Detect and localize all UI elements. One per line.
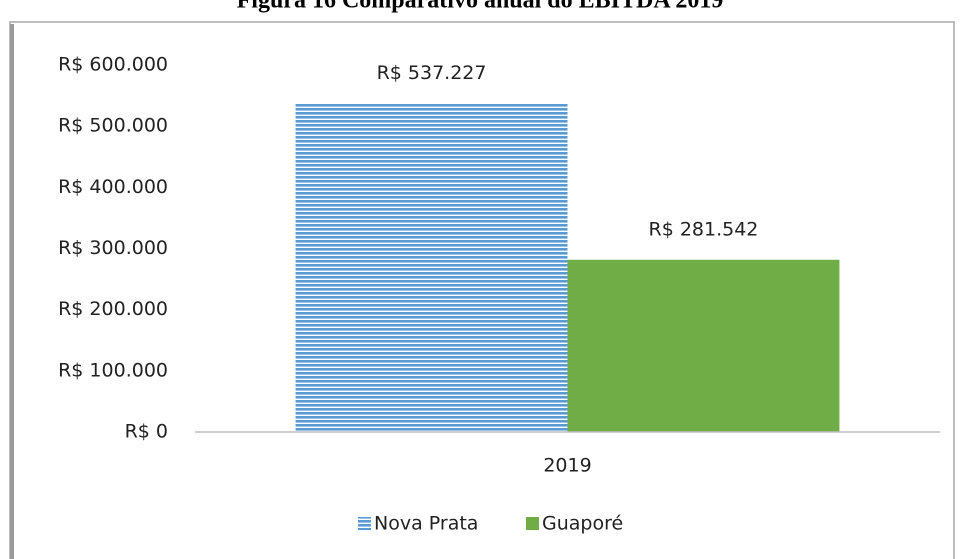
- chart-title: Figura 16 Comparativo anual do EBITDA 20…: [237, 0, 724, 14]
- data-label: R$ 537.227: [377, 62, 487, 84]
- y-tick-label: R$ 600.000: [58, 54, 168, 76]
- x-tick-label: 2019: [543, 455, 591, 477]
- legend-label: Nova Prata: [374, 513, 478, 535]
- y-tick-label: R$ 100.000: [58, 359, 168, 381]
- bar: [295, 103, 568, 432]
- y-tick-label: R$ 300.000: [58, 237, 168, 259]
- data-label: R$ 281.542: [649, 218, 759, 240]
- y-tick-label: R$ 200.000: [58, 298, 168, 320]
- legend-label: Guaporé: [542, 513, 623, 535]
- y-tick-label: R$ 500.000: [58, 115, 168, 137]
- legend-swatch: [358, 517, 371, 530]
- bar: [567, 259, 840, 432]
- y-tick-label: R$ 0: [125, 421, 168, 443]
- legend-swatch: [526, 517, 539, 530]
- y-tick-label: R$ 400.000: [58, 176, 168, 198]
